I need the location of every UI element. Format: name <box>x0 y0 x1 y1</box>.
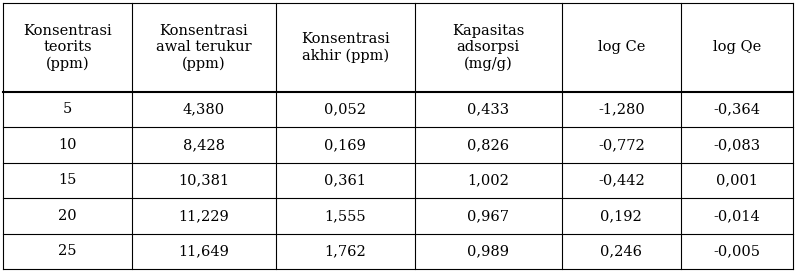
Text: -0,364: -0,364 <box>713 102 760 116</box>
Text: -1,280: -1,280 <box>598 102 645 116</box>
Text: 11,649: 11,649 <box>178 244 229 258</box>
Text: -0,772: -0,772 <box>598 138 645 152</box>
Text: Konsentrasi
akhir (ppm): Konsentrasi akhir (ppm) <box>301 32 390 63</box>
Text: 0,192: 0,192 <box>600 209 642 223</box>
Text: log Qe: log Qe <box>712 40 761 54</box>
Text: 10: 10 <box>58 138 76 152</box>
Text: -0,083: -0,083 <box>713 138 760 152</box>
Text: -0,005: -0,005 <box>713 244 760 258</box>
Text: 1,762: 1,762 <box>325 244 366 258</box>
Text: Kapasitas
adsorpsi
(mg/g): Kapasitas adsorpsi (mg/g) <box>452 24 525 71</box>
Text: -0,014: -0,014 <box>713 209 760 223</box>
Text: 20: 20 <box>58 209 77 223</box>
Text: Konsentrasi
awal terukur
(ppm): Konsentrasi awal terukur (ppm) <box>156 24 252 71</box>
Text: 15: 15 <box>58 173 76 187</box>
Text: 1,555: 1,555 <box>325 209 366 223</box>
Text: 0,001: 0,001 <box>716 173 758 187</box>
Text: 11,229: 11,229 <box>178 209 229 223</box>
Text: Konsentrasi
teorits
(ppm): Konsentrasi teorits (ppm) <box>23 24 112 71</box>
Text: 0,989: 0,989 <box>467 244 509 258</box>
Text: 1,002: 1,002 <box>467 173 509 187</box>
Text: 0,246: 0,246 <box>600 244 642 258</box>
Text: -0,442: -0,442 <box>598 173 645 187</box>
Text: 0,361: 0,361 <box>325 173 366 187</box>
Text: 4,380: 4,380 <box>183 102 225 116</box>
Text: 5: 5 <box>63 102 72 116</box>
Text: 0,967: 0,967 <box>467 209 509 223</box>
Text: 8,428: 8,428 <box>183 138 225 152</box>
Text: log Ce: log Ce <box>598 40 645 54</box>
Text: 10,381: 10,381 <box>178 173 229 187</box>
Text: 0,826: 0,826 <box>467 138 509 152</box>
Text: 0,433: 0,433 <box>467 102 509 116</box>
Text: 0,052: 0,052 <box>325 102 366 116</box>
Text: 0,169: 0,169 <box>325 138 366 152</box>
Text: 25: 25 <box>58 244 76 258</box>
